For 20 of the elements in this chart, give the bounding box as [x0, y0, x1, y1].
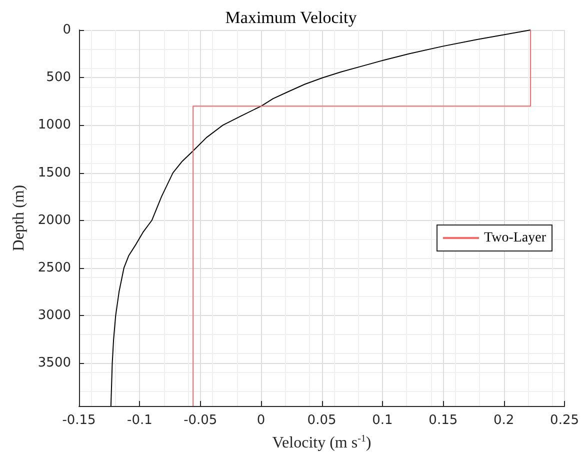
- x-tick-label: 0.1: [372, 413, 393, 428]
- y-tick-label: 3500: [38, 356, 71, 371]
- y-tick-label: 2500: [38, 260, 71, 276]
- y-tick-label: 0: [62, 22, 71, 38]
- y-tick-label: 2000: [38, 212, 71, 228]
- x-tick-label: -0.1: [127, 413, 152, 428]
- legend-label: Two-Layer: [484, 230, 546, 246]
- x-tick-label: 0: [256, 413, 266, 428]
- x-tick-label: 0.15: [428, 413, 458, 428]
- x-tick-label: -0.05: [184, 413, 218, 428]
- x-tick-label: 0.2: [493, 413, 514, 428]
- x-tick-label: 0.05: [307, 413, 336, 428]
- y-tick-label: 1000: [38, 118, 71, 133]
- y-tick-label: 3000: [38, 308, 71, 324]
- y-tick-label: 500: [46, 70, 71, 86]
- chart-title: Maximum Velocity: [225, 8, 358, 27]
- y-axis-title: Depth (m): [10, 184, 28, 252]
- y-tick-label: 1500: [38, 165, 71, 180]
- x-tick-label: 0.25: [550, 413, 580, 428]
- x-tick-label: -0.15: [62, 413, 96, 428]
